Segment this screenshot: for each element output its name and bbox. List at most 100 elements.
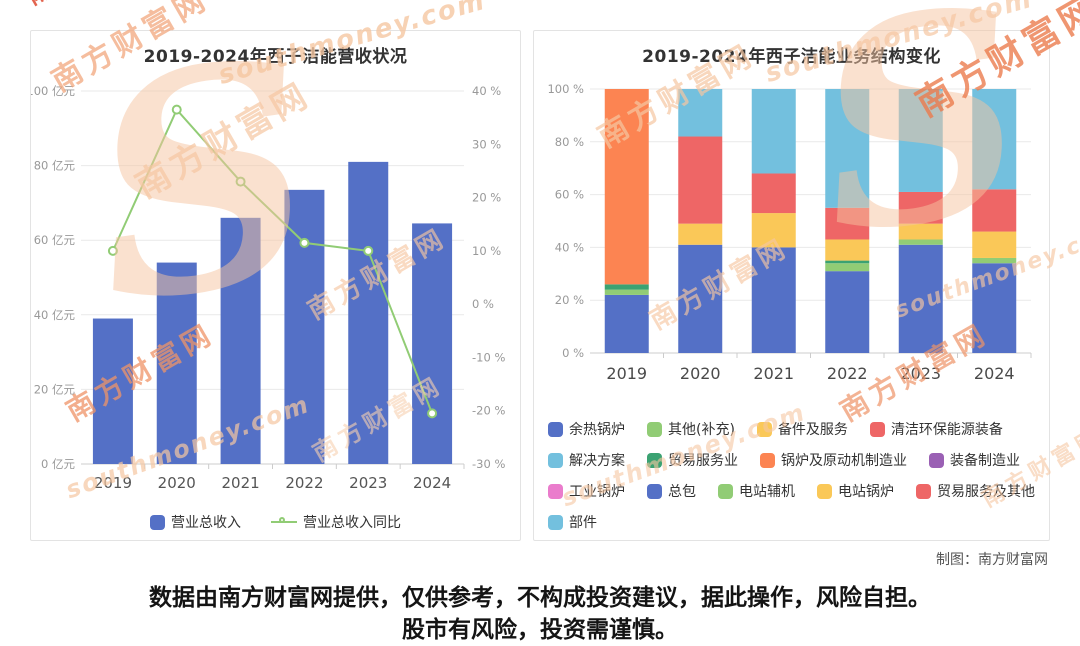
- legend-item-revenue[interactable]: 营业总收入: [150, 512, 241, 532]
- legend-swatch: [718, 483, 733, 499]
- legend-label: 营业总收入: [171, 515, 241, 531]
- y-axis-label: 0 %: [562, 346, 584, 360]
- disclaimer-line2: 股市有风险，投资需谨慎。: [402, 617, 678, 643]
- left-axis-label: 100 亿元: [31, 84, 75, 98]
- legend-swatch: [548, 452, 563, 468]
- structure-segment-2022-解决方案: [825, 89, 870, 208]
- legend-swatch: [916, 483, 931, 499]
- legend-item[interactable]: 余热锅炉: [548, 419, 625, 439]
- structure-segment-2020-总包: [678, 244, 723, 353]
- revenue-chart: 100 亿元 80 亿元 60 亿元 40 亿元 20 亿元 0 亿元 40 % 30 % 20…: [31, 84, 505, 492]
- x-axis-label: 2022: [285, 474, 323, 492]
- legend-item[interactable]: 备件及服务: [756, 419, 848, 439]
- legend-swatch: [756, 421, 772, 437]
- legend-item-yoy[interactable]: 营业总收入同比: [271, 512, 401, 532]
- yoy-point-2020: [171, 104, 182, 115]
- revenue-bar-2024: [412, 223, 453, 464]
- legend-label: 工业锅炉: [569, 484, 625, 500]
- structure-chart-title: 2019-2024年西子洁能业务结构变化: [642, 47, 941, 67]
- structure-segment-2023-总包: [898, 244, 943, 353]
- x-axis-label: 2019: [94, 474, 132, 492]
- structure-segment-2019-其他(补充): [604, 289, 649, 295]
- legend-label: 部件: [569, 515, 597, 531]
- structure-segment-2021-总包: [751, 247, 796, 353]
- x-axis-label: 2023: [900, 364, 941, 383]
- disclaimer: 数据由南方财富网提供，仅供参考，不构成投资建议，据此操作，风险自担。 股市有风险…: [0, 582, 1080, 646]
- legend-label: 电站辅机: [739, 484, 795, 500]
- structure-chart: 100 % 80 % 60 % 40 % 20 % 0 % 2019 2020 2021 2022…: [547, 82, 1032, 383]
- legend-item[interactable]: 工业锅炉: [548, 481, 625, 501]
- structure-segment-2019-贸易服务业: [604, 284, 649, 290]
- yoy-line: [112, 107, 434, 414]
- structure-segment-2022-电站辅机: [825, 263, 870, 272]
- right-axis-label: 10 %: [472, 244, 501, 258]
- legend-swatch: [647, 452, 662, 468]
- legend-item[interactable]: 部件: [548, 512, 597, 532]
- legend-swatch: [548, 483, 563, 499]
- structure-segment-2022-贸易服务及其他: [825, 207, 870, 240]
- right-axis-label: -10 %: [472, 350, 505, 364]
- revenue-bar-2020: [156, 262, 197, 464]
- yoy-point-2019: [107, 245, 118, 256]
- structure-segment-2019-余热锅炉: [604, 294, 649, 353]
- legend-item[interactable]: 总包: [647, 481, 696, 501]
- legend-swatch: [548, 421, 563, 437]
- right-axis-label: -20 %: [472, 404, 505, 418]
- legend-item[interactable]: 装备制造业: [929, 450, 1020, 470]
- left-axis-label: 40 亿元: [34, 308, 76, 322]
- legend-label: 清洁环保能源装备: [890, 422, 1003, 438]
- structure-segment-2023-贸易服务及其他: [898, 191, 943, 224]
- structure-segment-2024-电站锅炉: [972, 231, 1017, 258]
- structure-segment-2024-部件: [972, 89, 1017, 190]
- structure-segment-2019-锅炉及原动机制造业: [604, 89, 649, 285]
- structure-segment-2022-电站锅炉: [825, 239, 870, 261]
- legend-item[interactable]: 清洁环保能源装备: [869, 419, 1003, 439]
- left-axis-label: 20 亿元: [34, 382, 76, 396]
- legend-swatch: [929, 452, 944, 468]
- legend-label: 其他(补充): [668, 422, 735, 438]
- y-axis-label: 20 %: [555, 293, 584, 307]
- structure-segment-2024-电站辅机: [972, 257, 1017, 264]
- structure-segment-2023-电站辅机: [898, 239, 943, 245]
- legend-item[interactable]: 电站辅机: [718, 481, 795, 501]
- legend-label: 总包: [668, 484, 696, 500]
- legend-label: 贸易服务业: [668, 453, 738, 469]
- legend-swatch: [548, 514, 563, 530]
- right-axis-label: 30 %: [472, 137, 501, 151]
- structure-chart-panel: 2019-2024年西子洁能业务结构变化 100 % 80 % 60 % 40 % 20…: [533, 30, 1050, 541]
- left-axis-label: 60 亿元: [34, 233, 76, 247]
- structure-segment-2022-总包: [825, 271, 870, 353]
- revenue-bar-2021: [220, 217, 261, 464]
- legend-swatch: [647, 483, 662, 499]
- legend-item[interactable]: 贸易服务及其他: [916, 481, 1035, 501]
- legend-swatch: [869, 421, 885, 437]
- legend-item[interactable]: 锅炉及原动机制造业: [760, 450, 907, 470]
- legend-item[interactable]: 解决方案: [548, 450, 625, 470]
- legend-label: 营业总收入同比: [303, 515, 401, 531]
- yoy-point-2022: [299, 237, 310, 248]
- revenue-bar-2019: [92, 318, 133, 464]
- structure-segment-2024-贸易服务及其他: [972, 189, 1017, 232]
- x-axis-label: 2020: [680, 364, 721, 383]
- left-axis-label: 80 亿元: [34, 159, 76, 173]
- legend-item[interactable]: 贸易服务业: [647, 450, 738, 470]
- legend-label: 备件及服务: [777, 422, 848, 438]
- legend-item[interactable]: 其他(补充): [647, 419, 735, 439]
- right-axis-label: 40 %: [472, 84, 501, 98]
- legend-label: 装备制造业: [950, 453, 1020, 469]
- legend-label: 解决方案: [569, 453, 625, 469]
- legend-item[interactable]: 电站锅炉: [817, 481, 894, 501]
- structure-segment-2024-总包: [972, 263, 1017, 353]
- legend-label: 锅炉及原动机制造业: [781, 453, 907, 469]
- x-axis-label: 2020: [158, 474, 196, 492]
- line-legend-marker-icon: [271, 517, 297, 523]
- y-axis-label: 60 %: [555, 188, 584, 202]
- x-axis-label: 2021: [753, 364, 794, 383]
- structure-segment-2021-备件及服务: [751, 213, 796, 248]
- x-axis-label: 2019: [606, 364, 647, 383]
- bar-legend-swatch: [150, 514, 165, 530]
- disclaimer-line1: 数据由南方财富网提供，仅供参考，不构成投资建议，据此操作，风险自担。: [149, 585, 931, 611]
- structure-segment-2022-贸易服务业: [825, 260, 870, 264]
- structure-segment-2023-部件: [898, 89, 943, 192]
- x-axis-label: 2023: [349, 474, 387, 492]
